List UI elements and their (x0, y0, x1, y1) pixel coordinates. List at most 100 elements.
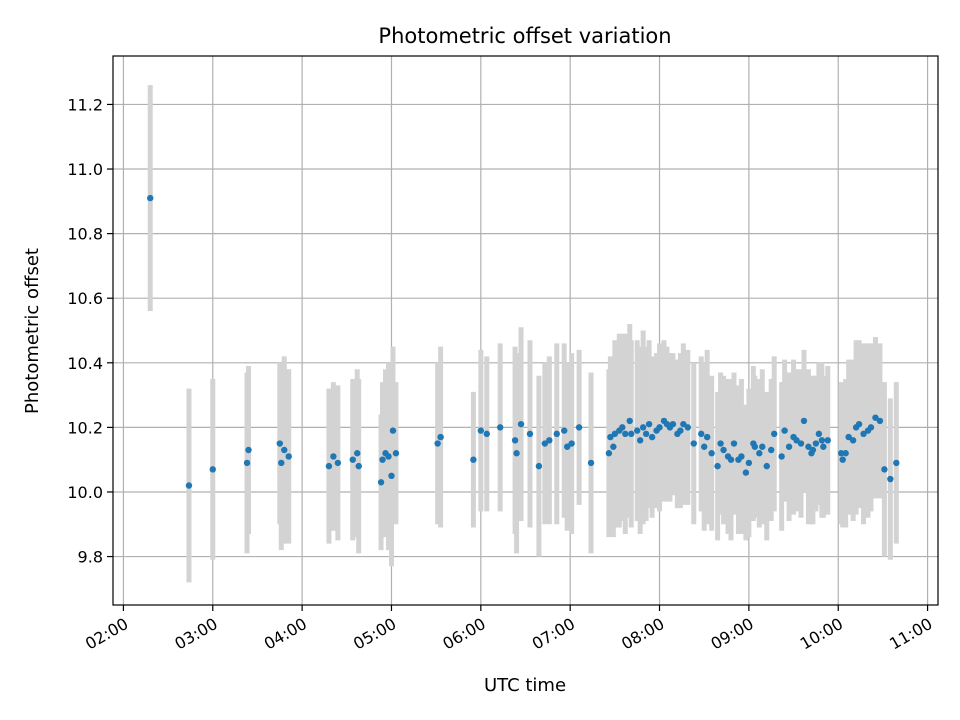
data-point (639, 424, 647, 431)
data-point (645, 420, 653, 428)
data-point (842, 450, 849, 457)
data-point (785, 443, 793, 450)
data-point (611, 430, 619, 438)
data-point (690, 440, 697, 447)
data-point (759, 443, 766, 450)
data-point (619, 424, 626, 431)
data-point (717, 440, 724, 447)
data-point (656, 424, 663, 431)
data-point (738, 453, 745, 460)
data-point (470, 456, 477, 463)
data-point (388, 472, 395, 480)
plot-frame (112, 55, 939, 606)
data-point (517, 420, 525, 428)
data-point (756, 450, 763, 457)
data-point (568, 440, 575, 447)
data-point (820, 443, 827, 450)
data-point (610, 443, 617, 450)
data-point (800, 417, 808, 425)
data-point (745, 459, 753, 467)
data-point (648, 433, 656, 441)
data-point (377, 479, 385, 486)
data-point (730, 440, 738, 447)
y-tick-label: 10.0 (67, 483, 103, 502)
data-point (793, 437, 800, 444)
x-axis-title: UTC time (484, 675, 566, 696)
data-point (742, 469, 750, 476)
data-point (546, 437, 553, 444)
data-point (379, 456, 386, 463)
data-points (147, 194, 900, 489)
data-point (703, 433, 711, 441)
data-point (893, 459, 900, 467)
data-point (849, 437, 857, 444)
data-point (385, 453, 392, 460)
data-point (626, 417, 633, 425)
y-tick-label: 11.2 (67, 95, 103, 114)
data-point (245, 446, 252, 454)
data-point (330, 453, 337, 460)
data-point (872, 414, 879, 421)
data-point (876, 417, 884, 425)
data-point (824, 437, 832, 444)
data-point (805, 443, 812, 450)
data-point (867, 424, 875, 431)
data-point (838, 450, 845, 457)
data-point (797, 440, 805, 447)
data-point (513, 450, 520, 457)
data-point (887, 475, 894, 483)
y-tick-label: 10.2 (67, 418, 103, 437)
data-point (770, 430, 778, 438)
data-point (535, 462, 543, 470)
data-point (622, 430, 629, 438)
data-point (708, 450, 715, 457)
data-point (605, 450, 613, 457)
data-point (845, 433, 852, 441)
data-point (778, 453, 785, 460)
data-point (434, 440, 441, 447)
data-point (276, 440, 283, 447)
y-axis: 9.8 10.0 10.2 10.4 10.6 10.8 11.0 11.2 (67, 95, 113, 567)
data-point (587, 459, 595, 467)
data-point (881, 466, 888, 473)
data-point (855, 420, 863, 428)
grid (113, 56, 938, 605)
data-point (781, 427, 788, 434)
data-point (818, 437, 826, 444)
data-point (563, 443, 571, 450)
data-point (633, 427, 641, 434)
data-point (561, 427, 568, 434)
data-point (727, 456, 735, 463)
data-point (147, 194, 154, 202)
data-point (684, 424, 692, 431)
data-point (389, 427, 397, 434)
data-point (714, 462, 721, 470)
y-tick-label: 9.8 (78, 548, 103, 567)
data-point (698, 430, 705, 438)
data-point (437, 433, 444, 441)
data-point (815, 430, 823, 438)
data-point (720, 446, 727, 454)
data-point (607, 433, 614, 441)
chart-title: Photometric offset variation (378, 24, 671, 48)
data-point (496, 424, 504, 431)
y-axis-title: Photometric offset (22, 248, 43, 414)
y-tick-label: 11.0 (67, 160, 103, 179)
data-point (334, 459, 342, 467)
data-point (483, 430, 490, 438)
data-point (751, 443, 759, 450)
data-point (553, 430, 560, 438)
data-point (642, 430, 650, 438)
data-point (541, 440, 549, 447)
data-point (355, 462, 362, 470)
data-point (209, 466, 216, 473)
data-point (628, 430, 635, 438)
data-point (392, 450, 400, 457)
data-point (701, 443, 708, 450)
y-tick-label: 10.8 (67, 225, 103, 244)
data-point (354, 450, 361, 457)
y-tick-label: 10.4 (67, 354, 103, 373)
data-point (669, 420, 677, 428)
y-tick-label: 10.6 (67, 289, 103, 308)
